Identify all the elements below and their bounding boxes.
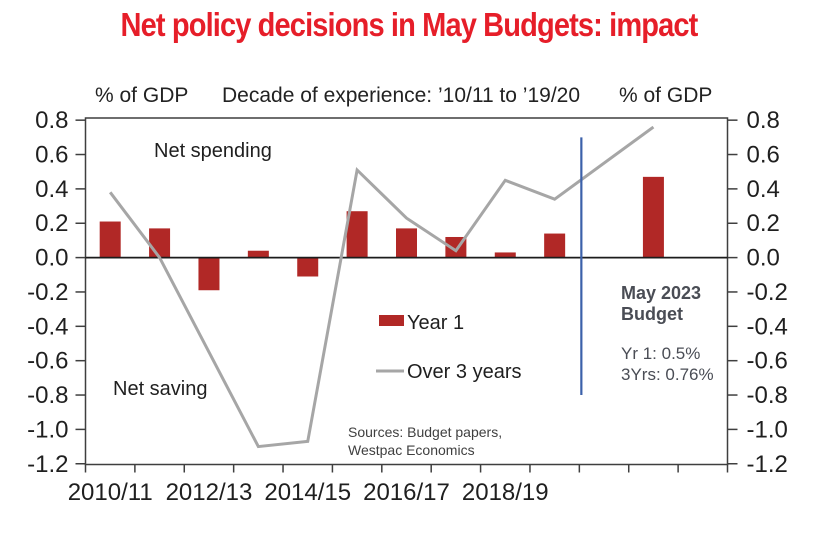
x-tick-label: 2010/11 <box>68 479 153 506</box>
bar-2019-20 <box>544 233 566 258</box>
legend-label-year-1: Year 1 <box>407 312 464 334</box>
sources-note: Sources: Budget papers, <box>348 424 502 440</box>
bar-2015-16 <box>346 211 368 258</box>
y-tick-label-right: 0.2 <box>747 210 780 237</box>
y-tick-label-left: 0.4 <box>35 176 68 203</box>
y-tick-label-left: -0.2 <box>27 279 68 306</box>
net-saving-label: Net saving <box>113 378 208 400</box>
y-tick-label-left: -1.2 <box>27 451 68 478</box>
bar-2013-14 <box>247 250 269 258</box>
chart-subtitle: Decade of experience: ’10/11 to ’19/20 <box>222 84 581 107</box>
legend-swatch-year-1 <box>379 315 404 326</box>
y-tick-label-left: -0.8 <box>27 382 68 409</box>
bar-may-2023 <box>642 176 664 258</box>
y-tick-label-left: 0.8 <box>35 107 68 134</box>
y-tick-label-right: -0.8 <box>747 382 788 409</box>
may-2023-budget-title: Budget <box>621 304 683 324</box>
y-tick-label-left: -0.6 <box>27 348 68 375</box>
bar-2012-13 <box>198 257 220 291</box>
y-tick-label-left: -0.4 <box>27 313 68 340</box>
y-tick-label-left: 0.6 <box>35 142 68 169</box>
over-3-years-line <box>108 125 655 449</box>
y-tick-label-right: -0.4 <box>747 313 788 340</box>
bar-2010-11 <box>99 221 121 258</box>
sources-note: Westpac Economics <box>348 442 475 458</box>
y-tick-label-left: 0.2 <box>35 210 68 237</box>
y-axis-unit-left: % of GDP <box>95 84 189 107</box>
y-tick-label-right: -1.2 <box>747 451 788 478</box>
net-spending-label: Net spending <box>154 140 272 162</box>
chart-title: Net policy decisions in May Budgets: imp… <box>120 6 699 43</box>
x-tick-label: 2014/15 <box>264 479 351 506</box>
bar-2011-12 <box>149 228 171 258</box>
legend-label-over-3-years: Over 3 years <box>407 361 521 383</box>
y-tick-label-right: 0.8 <box>747 107 780 134</box>
y-tick-label-left: 0.0 <box>35 245 68 272</box>
y-axis-unit-right: % of GDP <box>619 84 713 107</box>
y-tick-label-left: -1.0 <box>27 416 68 443</box>
y-tick-label-right: -0.2 <box>747 279 788 306</box>
x-tick-label: 2016/17 <box>363 479 450 506</box>
bar-2014-15 <box>297 257 319 277</box>
may-2023-budget-value: 3Yrs: 0.76% <box>621 365 714 384</box>
bar-2018-19 <box>494 252 516 258</box>
y-tick-label-right: 0.4 <box>747 176 780 203</box>
y-tick-label-right: 0.6 <box>747 142 780 169</box>
x-tick-label: 2018/19 <box>462 479 549 506</box>
y-tick-label-right: -0.6 <box>747 348 788 375</box>
may-2023-budget-title: May 2023 <box>621 283 701 303</box>
may-2023-budget-value: Yr 1: 0.5% <box>621 344 700 363</box>
bar-2016-17 <box>396 228 417 258</box>
y-tick-label-right: -1.0 <box>747 416 788 443</box>
x-tick-label: 2012/13 <box>166 479 253 506</box>
y-tick-label-right: 0.0 <box>747 245 780 272</box>
